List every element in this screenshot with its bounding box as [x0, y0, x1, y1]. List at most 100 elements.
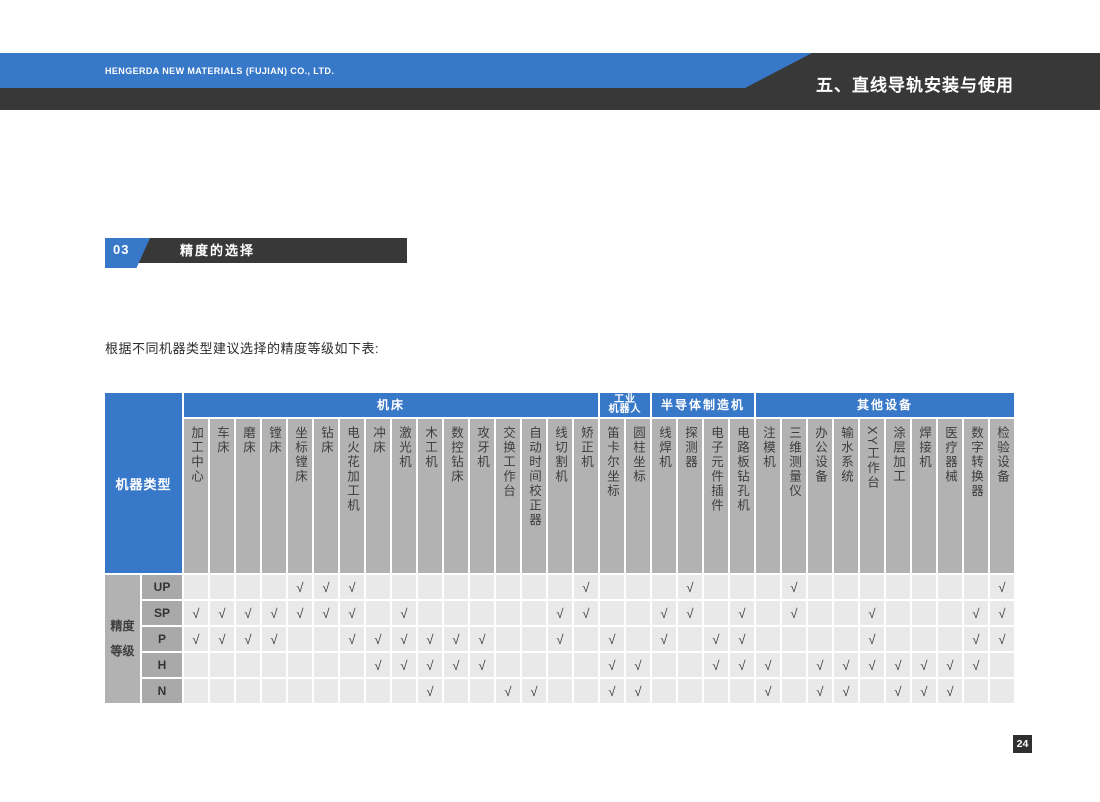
data-cell	[704, 601, 728, 625]
column-header: XY工作台	[860, 419, 884, 573]
check-cell: √	[938, 653, 962, 677]
data-cell	[210, 679, 234, 703]
check-cell: √	[262, 601, 286, 625]
data-cell	[262, 575, 286, 599]
column-header: 镗床	[262, 419, 286, 573]
check-cell: √	[418, 679, 442, 703]
data-cell	[652, 653, 676, 677]
check-cell: √	[678, 601, 702, 625]
data-cell	[496, 601, 520, 625]
column-header: 交换工作台	[496, 419, 520, 573]
column-header: 注模机	[756, 419, 780, 573]
column-header: 数控钻床	[444, 419, 468, 573]
check-cell: √	[288, 575, 312, 599]
check-cell: √	[704, 653, 728, 677]
data-cell	[522, 575, 546, 599]
data-cell	[886, 575, 910, 599]
section-title: 精度的选择	[180, 243, 256, 258]
data-cell	[678, 627, 702, 651]
data-cell	[444, 679, 468, 703]
chapter-title: 五、直线导轨安装与使用	[816, 76, 1014, 95]
check-cell: √	[548, 601, 572, 625]
data-cell	[756, 575, 780, 599]
column-header: 涂层加工	[886, 419, 910, 573]
data-cell	[366, 575, 390, 599]
row-label-N: N	[142, 679, 182, 703]
column-header: 笛卡尔坐标	[600, 419, 624, 573]
data-cell	[678, 679, 702, 703]
group-header-1: 机床	[184, 393, 598, 417]
data-cell	[444, 601, 468, 625]
data-cell	[626, 601, 650, 625]
check-cell: √	[340, 601, 364, 625]
check-cell: √	[548, 627, 572, 651]
data-cell	[626, 575, 650, 599]
section-bar: 精度的选择	[105, 238, 407, 263]
column-header: 输水系统	[834, 419, 858, 573]
data-cell	[938, 627, 962, 651]
group-header-2: 工业 机器人	[600, 393, 650, 417]
check-cell: √	[366, 653, 390, 677]
data-cell	[626, 627, 650, 651]
column-header: 办公设备	[808, 419, 832, 573]
check-cell: √	[444, 627, 468, 651]
check-cell: √	[730, 627, 754, 651]
page-number-badge: 24	[1013, 735, 1032, 753]
check-cell: √	[184, 601, 208, 625]
data-cell	[496, 575, 520, 599]
header-dark-right-block	[745, 53, 1100, 110]
check-cell: √	[210, 601, 234, 625]
data-cell	[340, 653, 364, 677]
data-cell	[314, 679, 338, 703]
row-label-SP: SP	[142, 601, 182, 625]
group-header-4: 其他设备	[756, 393, 1014, 417]
data-cell	[210, 653, 234, 677]
check-cell: √	[600, 679, 624, 703]
data-cell	[496, 653, 520, 677]
data-cell	[912, 627, 936, 651]
data-cell	[548, 679, 572, 703]
data-cell	[574, 627, 598, 651]
data-cell	[964, 575, 988, 599]
check-cell: √	[730, 601, 754, 625]
data-cell	[470, 601, 494, 625]
check-cell: √	[938, 679, 962, 703]
data-cell	[886, 601, 910, 625]
data-cell	[678, 653, 702, 677]
check-cell: √	[574, 601, 598, 625]
data-cell	[288, 627, 312, 651]
check-cell: √	[470, 627, 494, 651]
column-header: 加工中心	[184, 419, 208, 573]
data-cell	[418, 601, 442, 625]
data-cell	[522, 653, 546, 677]
data-cell	[652, 575, 676, 599]
data-cell	[990, 679, 1014, 703]
column-header: 电火花加工机	[340, 419, 364, 573]
column-header: 车床	[210, 419, 234, 573]
data-cell	[314, 627, 338, 651]
data-cell	[444, 575, 468, 599]
company-name: HENGERDA NEW MATERIALS (FUJIAN) CO., LTD…	[105, 66, 335, 76]
check-cell: √	[834, 653, 858, 677]
column-header: 激光机	[392, 419, 416, 573]
data-cell	[392, 575, 416, 599]
group-header-3: 半导体制造机	[652, 393, 754, 417]
data-cell	[418, 575, 442, 599]
check-cell: √	[288, 601, 312, 625]
check-cell: √	[418, 653, 442, 677]
data-cell	[236, 679, 260, 703]
check-cell: √	[392, 601, 416, 625]
data-cell	[756, 601, 780, 625]
data-cell	[314, 653, 338, 677]
data-cell	[184, 653, 208, 677]
data-cell	[236, 653, 260, 677]
data-cell	[990, 653, 1014, 677]
data-cell	[574, 653, 598, 677]
data-cell	[938, 601, 962, 625]
check-cell: √	[600, 627, 624, 651]
check-cell: √	[314, 575, 338, 599]
column-header: 医疗器械	[938, 419, 962, 573]
check-cell: √	[860, 653, 884, 677]
column-header: 磨床	[236, 419, 260, 573]
check-cell: √	[314, 601, 338, 625]
